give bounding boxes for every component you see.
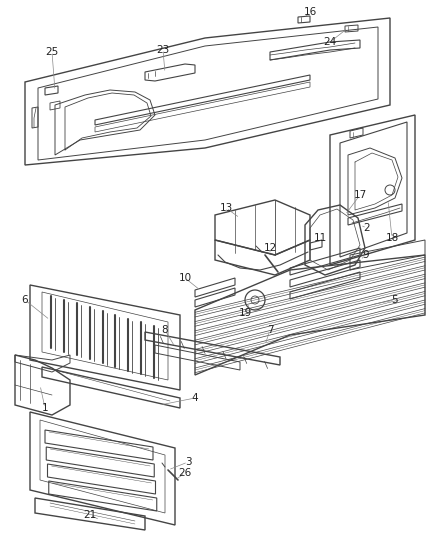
Text: 11: 11 <box>313 233 327 243</box>
Text: 21: 21 <box>83 510 97 520</box>
Text: 10: 10 <box>178 273 191 283</box>
Text: 5: 5 <box>392 295 398 305</box>
Text: 2: 2 <box>364 223 370 233</box>
Text: 8: 8 <box>162 325 168 335</box>
Text: 13: 13 <box>219 203 233 213</box>
Text: 12: 12 <box>263 243 277 253</box>
Text: 16: 16 <box>304 7 317 17</box>
Text: 9: 9 <box>363 250 369 260</box>
Text: 1: 1 <box>42 403 48 413</box>
Text: 24: 24 <box>323 37 337 47</box>
Text: 4: 4 <box>192 393 198 403</box>
Text: 26: 26 <box>178 468 192 478</box>
Text: 3: 3 <box>185 457 191 467</box>
Text: 25: 25 <box>46 47 59 57</box>
Text: 17: 17 <box>353 190 367 200</box>
Text: 23: 23 <box>156 45 170 55</box>
Text: 7: 7 <box>267 325 273 335</box>
Text: 19: 19 <box>238 308 251 318</box>
Text: 6: 6 <box>22 295 28 305</box>
Text: 18: 18 <box>385 233 399 243</box>
